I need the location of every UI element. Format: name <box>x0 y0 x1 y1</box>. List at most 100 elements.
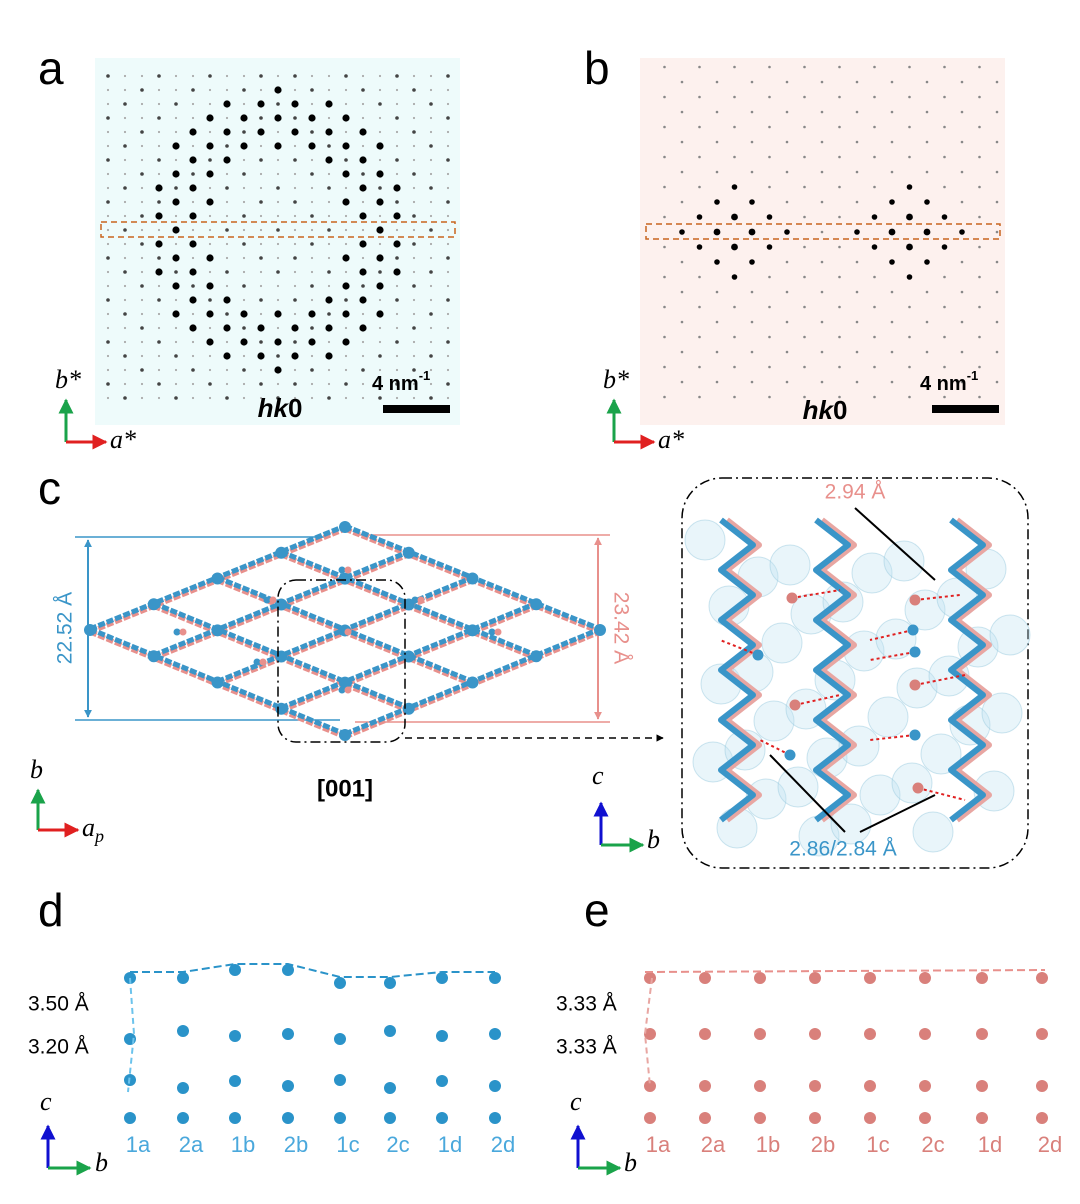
reflection <box>412 186 416 190</box>
node <box>339 572 351 585</box>
water <box>784 749 796 761</box>
axis-label: c <box>570 1087 582 1116</box>
reflection <box>446 396 450 400</box>
reflection <box>140 256 144 260</box>
reflection <box>123 284 127 288</box>
reflection <box>174 116 178 120</box>
molecule-center <box>864 1028 876 1040</box>
molecule-chain <box>948 517 986 823</box>
water <box>752 649 764 661</box>
reflection <box>293 214 297 218</box>
water <box>909 679 921 691</box>
reflection <box>378 214 382 218</box>
reflection <box>429 116 433 120</box>
reflection <box>446 340 450 344</box>
reflection <box>393 268 401 276</box>
reflection <box>446 116 450 120</box>
reflection <box>242 102 246 106</box>
reflection <box>429 186 433 190</box>
reflection <box>873 335 876 339</box>
reflection <box>889 259 895 265</box>
reflection <box>123 144 127 148</box>
reflection <box>925 320 929 324</box>
reflection <box>873 275 876 279</box>
molecule-center <box>124 1112 136 1124</box>
reflection <box>191 144 195 148</box>
reflection <box>157 130 161 134</box>
reflection <box>157 368 161 372</box>
reflection <box>293 396 297 400</box>
panel-label: e <box>584 884 610 936</box>
reflection <box>908 125 911 129</box>
node <box>339 521 351 533</box>
reflection <box>259 396 263 400</box>
reflection <box>943 305 946 309</box>
reflection <box>376 142 384 150</box>
water <box>786 592 798 604</box>
molecule-chain <box>819 517 857 823</box>
vdw-sphere <box>981 692 1023 734</box>
reflection <box>663 275 666 279</box>
reflection <box>344 242 348 246</box>
reflection <box>696 244 703 250</box>
reflection <box>750 170 754 174</box>
reflection <box>908 305 911 309</box>
molecule-center <box>436 1112 448 1124</box>
reflection <box>378 340 382 344</box>
reflection <box>995 350 999 354</box>
reflection <box>750 110 754 114</box>
molecule-center <box>436 1075 448 1087</box>
reflection <box>140 382 144 386</box>
molecule-center <box>229 964 241 976</box>
reflection <box>995 170 999 174</box>
molecule-center <box>229 1112 241 1124</box>
reflection <box>378 354 382 358</box>
reflection <box>106 270 110 274</box>
reflection <box>696 214 703 220</box>
reflection <box>157 116 161 120</box>
reflection <box>446 102 450 106</box>
reflection <box>259 74 263 78</box>
reflection <box>106 228 110 232</box>
reflection <box>395 284 399 288</box>
reflection <box>325 128 333 136</box>
reflection <box>259 256 263 260</box>
molecule-center <box>489 1028 501 1040</box>
distance-label: 2.94 Å <box>825 481 886 504</box>
molecule-center <box>1036 1112 1048 1124</box>
reflection <box>308 114 316 122</box>
reflection <box>293 270 297 274</box>
reflection <box>259 270 263 274</box>
reflection <box>106 242 110 246</box>
reflection <box>361 200 365 204</box>
reflection <box>376 226 384 234</box>
reflection <box>925 350 929 354</box>
reflection <box>820 350 824 354</box>
reflection <box>750 140 754 144</box>
reflection <box>106 88 110 92</box>
reflection <box>344 88 348 92</box>
plane-italic: hk <box>258 393 290 423</box>
reflection <box>242 326 246 330</box>
reflection <box>257 128 265 136</box>
reflection <box>208 354 212 358</box>
reflection <box>395 228 399 232</box>
reflection <box>276 354 280 358</box>
guest <box>269 596 277 604</box>
reflection <box>995 230 999 234</box>
molecule-center <box>177 1025 189 1037</box>
reflection <box>242 130 246 134</box>
reflection <box>344 158 348 162</box>
reflection <box>123 326 127 330</box>
reflection <box>106 298 110 302</box>
reflection <box>293 172 297 176</box>
reflection <box>873 125 876 129</box>
reflection <box>327 144 331 148</box>
reflection <box>698 95 701 99</box>
reflection <box>820 110 824 114</box>
vdw-sphere <box>684 519 726 561</box>
reflection <box>259 368 263 372</box>
reflection <box>293 158 297 162</box>
